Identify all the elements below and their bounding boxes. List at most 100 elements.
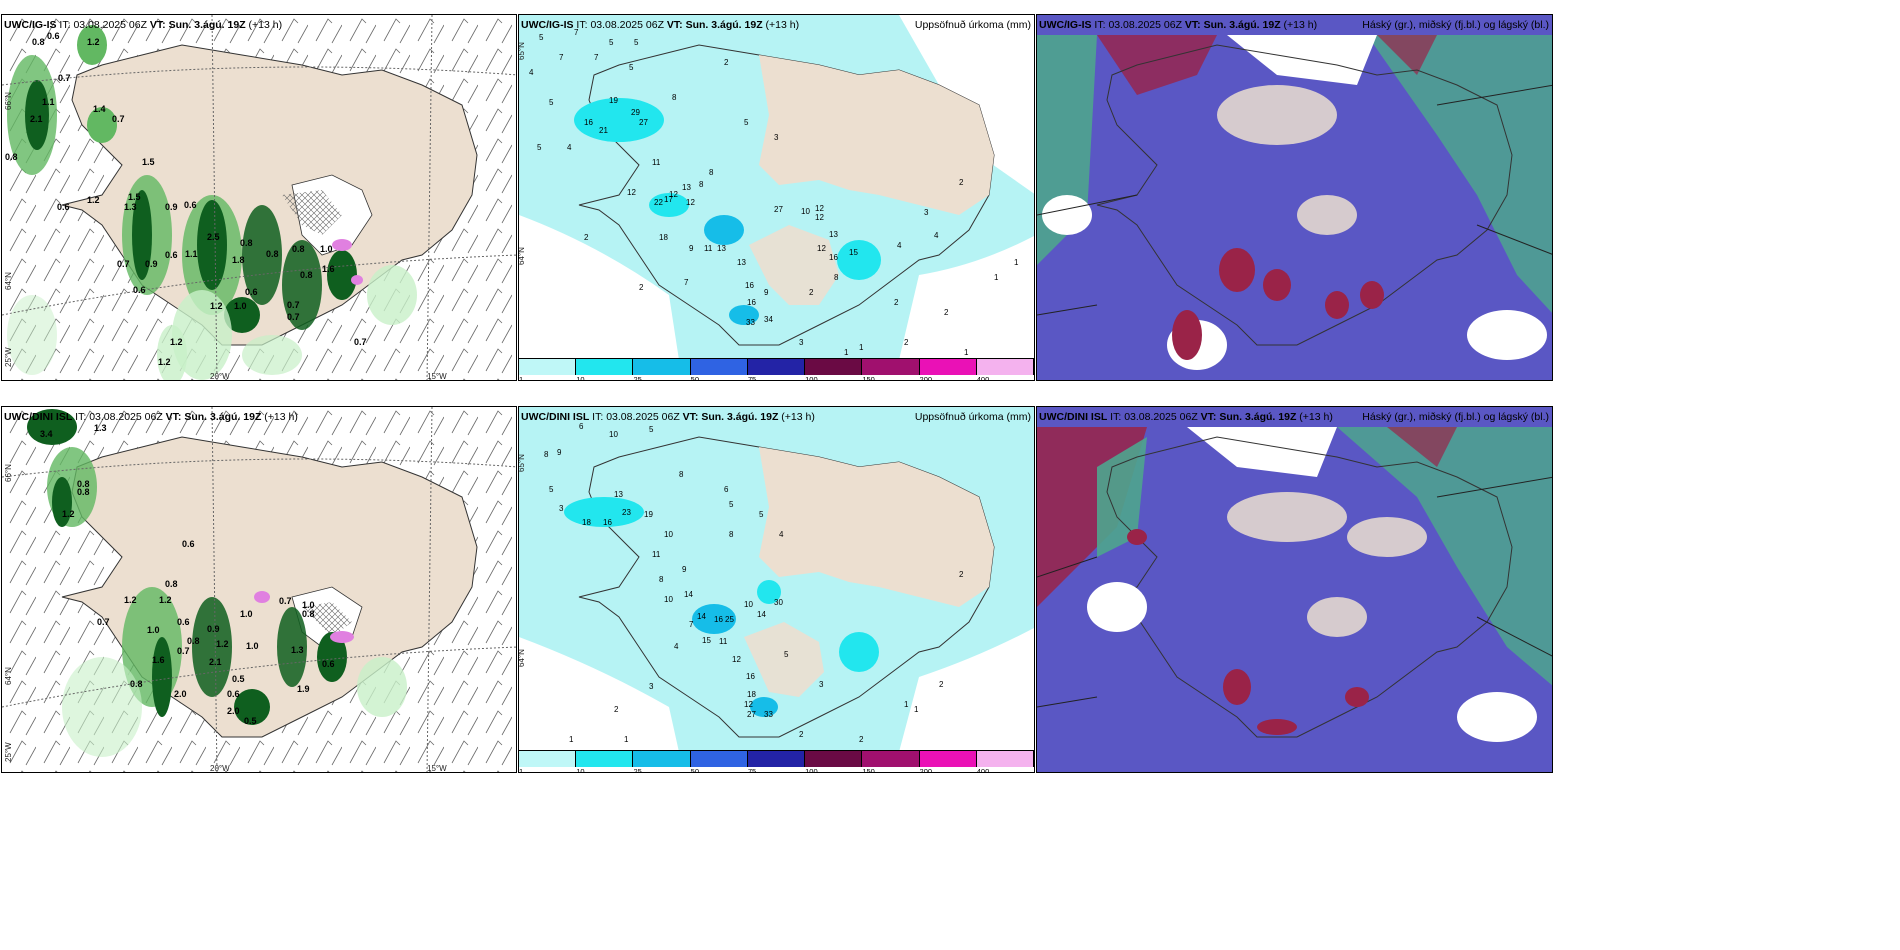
wind-speed-value: 1.2 [87,195,100,205]
wind-speed-value: 1.0 [147,625,160,635]
wind-speed-value: 1.2 [87,37,100,47]
precip-value: 13 [737,258,746,267]
colorbar-cell [805,359,863,375]
precip-value: 33 [764,710,773,719]
lat-label-66: 66°N [4,464,13,482]
precip-value: 11 [719,637,728,646]
lat-label-64: 64°N [4,667,13,685]
precip-value: 16 [584,118,593,127]
precip-value: 18 [747,690,756,699]
colorbar-tick-label: 200 [919,767,933,773]
precip-value: 1 [1014,258,1019,267]
wind-speed-value: 0.5 [232,674,245,684]
precip-value: 3 [819,680,824,689]
wind-speed-value: 0.8 [165,579,178,589]
wind-speed-value: 1.2 [159,595,172,605]
precip-value: 2 [859,735,864,744]
wind-speed-value: 0.6 [165,250,178,260]
precip-value: 2 [724,58,729,67]
precip-value: 12 [732,655,741,664]
wind-speed-value: 0.6 [47,31,60,41]
colorbar-cell [690,359,748,375]
lon-label-25: 25°W [4,742,13,762]
wind-speed-value: 0.7 [177,646,190,656]
colorbar-cell [919,751,977,767]
wind-speed-value: 1.9 [297,684,310,694]
precip-value: 1 [964,348,969,357]
precip-value: 12 [815,204,824,213]
precip-value: 8 [672,93,677,102]
wind-speed-value: 1.2 [62,509,75,519]
wind-speed-value: 1.3 [94,423,107,433]
wind-speed-value: 0.6 [184,200,197,210]
wind-speed-value: 0.8 [292,244,305,254]
precip-value: 1 [624,735,629,744]
panel-title-precip: Uppsöfnuð úrkoma (mm) [914,19,1031,31]
precip-value: 1 [994,273,999,282]
precip-value: 3 [799,338,804,347]
precip-value: 4 [567,143,572,152]
lat-label-66: 66°N [4,92,13,110]
precip-map: 5 7 5 4 5 7 7 5 5 16 19 21 29 27 8 5 4 1… [519,15,1034,360]
wind-speed-value: 1.3 [124,202,137,212]
precip-value: 10 [664,530,673,539]
precip-value: 19 [609,96,618,105]
wind-speed-value: 2.5 [207,232,220,242]
colorbar-cell [747,751,806,767]
colorbar-cell [805,751,863,767]
panel-title: UWC/DINI ISL IT: 03.08.2025 06Z VT: Sun.… [521,411,815,423]
precip-value: 5 [609,38,614,47]
precip-value: 10 [609,430,618,439]
precip-value: 1 [844,348,849,357]
precip-value: 2 [959,570,964,579]
precip-value: 9 [689,244,694,253]
precip-value: 5 [629,63,634,72]
wind-speed-value: 0.6 [177,617,190,627]
colorbar-tick-label: 10 [576,767,585,773]
precip-value: 2 [639,283,644,292]
precip-value: 16 [829,253,838,262]
lat-label-65: 65°N [518,454,526,472]
precip-value: 12 [815,213,824,222]
panel-clouds-dini: UWC/DINI ISL IT: 03.08.2025 06Z VT: Sun.… [1036,406,1553,773]
colorbar-cell [919,359,977,375]
precip-value: 15 [849,248,858,257]
precip-value: 9 [557,448,562,457]
wind-speed-value: 0.8 [266,249,279,259]
precip-value: 17 [664,195,673,204]
wind-speed-value: 1.0 [246,641,259,651]
precip-value: 7 [559,53,564,62]
panel-title-cloud: Háský (gr.), miðský (fj.bl.) og lágský (… [1362,411,1549,423]
wind-speed-value: 1.0 [240,609,253,619]
colorbar-cell [576,751,634,767]
colorbar-tick-label: 200 [919,375,933,381]
wind-speed-value: 0.6 [182,539,195,549]
panel-wind-precip-dini: UWC/DINI ISL IT: 03.08.2025 06Z VT: Sun.… [1,406,517,773]
colorbar-tick-label: 75 [747,375,757,381]
wind-speed-value: 0.9 [207,624,220,634]
precip-value: 4 [934,231,939,240]
precip-value: 8 [699,180,704,189]
wind-speed-value: 1.0 [234,301,247,311]
precip-value: 13 [682,183,691,192]
wind-speed-value: 1.2 [124,595,137,605]
colorbar-tick-label: 50 [690,767,699,773]
colorbar-tick-label: 1 [519,375,524,381]
precip-colorbar: 1 10 25 50 75 100 150 200 400 [519,750,1034,772]
lon-label-25: 25°W [4,347,13,367]
lat-label-64: 64°N [518,247,526,265]
precip-value: 9 [682,565,687,574]
colorbar-tick-label: 75 [747,767,757,773]
wind-speed-value: 1.0 [320,244,333,254]
colorbar-tick-label: 400 [976,375,990,381]
colorbar-tick-label: 1 [519,767,524,773]
precip-value: 4 [779,530,784,539]
wind-speed-value: 1.1 [185,249,198,259]
precip-colorbar: 1 10 25 50 75 100 150 200 400 [519,358,1034,380]
colorbar-tick-label: 150 [862,375,875,381]
precip-value: 2 [799,730,804,739]
precip-value: 16 [714,615,723,624]
colorbar-tick-label: 10 [576,375,585,381]
precip-value: 27 [639,118,648,127]
colorbar-tick-label: 50 [690,375,699,381]
